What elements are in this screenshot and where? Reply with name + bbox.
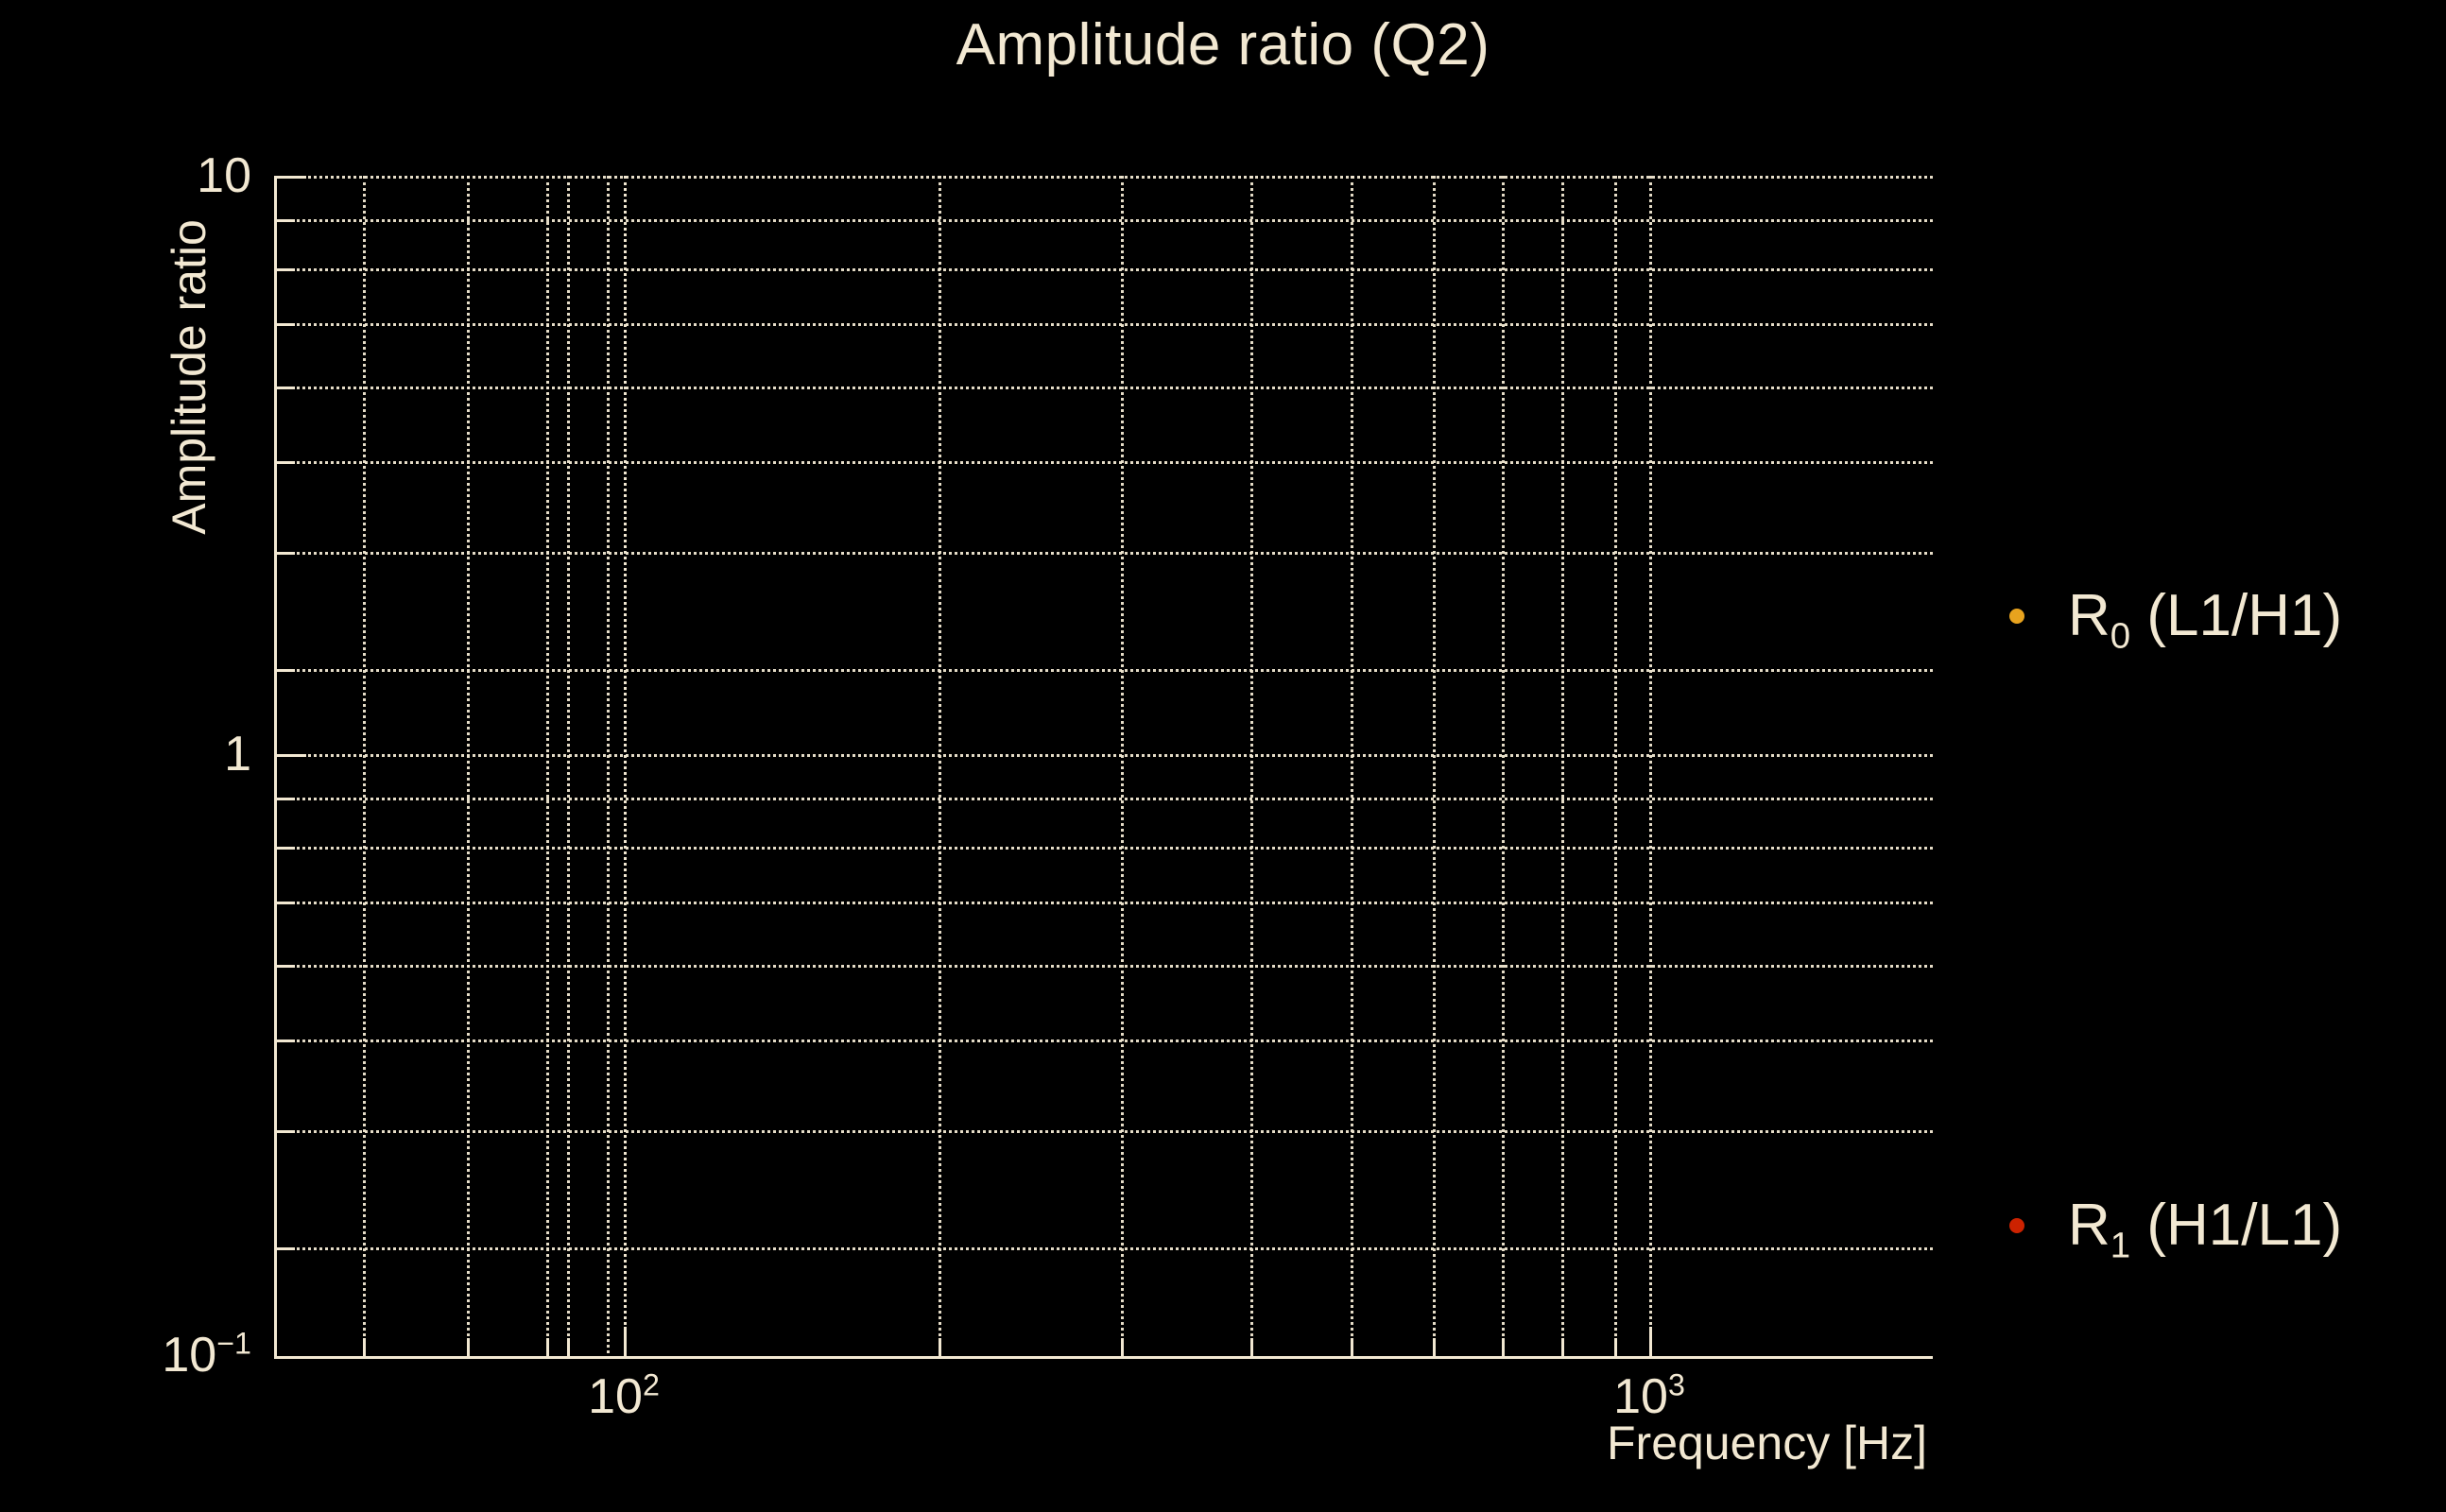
y-tick-label: 10 xyxy=(197,147,251,204)
x-tick-mantissa: 10 xyxy=(588,1369,643,1424)
x-axis-tick xyxy=(939,1338,941,1359)
x-axis-tick xyxy=(1502,1338,1505,1359)
grid-line-horizontal xyxy=(274,902,1933,904)
grid-line-horizontal xyxy=(274,1040,1933,1042)
grid-line-horizontal xyxy=(274,219,1933,222)
grid-line-horizontal xyxy=(274,323,1933,326)
x-axis-tick xyxy=(1649,1327,1652,1359)
y-axis-tick xyxy=(274,902,295,904)
y-axis-tick xyxy=(274,798,295,800)
grid-line-vertical xyxy=(1561,176,1564,1359)
x-tick-exponent: 3 xyxy=(1667,1367,1685,1402)
grid-line-horizontal xyxy=(274,965,1933,968)
chart-title: Amplitude ratio (Q2) xyxy=(956,12,1490,77)
grid-line-horizontal xyxy=(274,847,1933,850)
x-tick-label: 102 xyxy=(588,1368,660,1425)
y-tick-exponent: −1 xyxy=(216,1326,251,1361)
grid-line-horizontal xyxy=(274,669,1933,672)
grid-line-horizontal xyxy=(274,552,1933,555)
legend-label-main: R xyxy=(2068,1193,2110,1258)
plot-area[interactable] xyxy=(274,176,1933,1359)
y-tick-label: 10−1 xyxy=(162,1327,251,1383)
x-axis-title: Frequency [Hz] xyxy=(1607,1417,1928,1469)
grid-line-vertical xyxy=(939,176,941,1359)
y-tick-mantissa: 1 xyxy=(224,727,251,782)
y-tick-mantissa: 10 xyxy=(197,148,251,203)
grid-line-horizontal xyxy=(274,387,1933,389)
legend-label-sub: 1 xyxy=(2110,1225,2131,1266)
y-axis-tick xyxy=(274,1247,295,1250)
grid-line-horizontal xyxy=(274,1247,1933,1250)
grid-line-vertical xyxy=(607,176,610,1359)
y-axis-tick xyxy=(274,387,295,389)
x-axis-tick xyxy=(546,1338,549,1359)
x-axis-tick xyxy=(467,1338,470,1359)
legend-label: R0 (L1/H1) xyxy=(2068,582,2343,654)
legend-marker-icon xyxy=(2009,608,2024,624)
x-tick-exponent: 2 xyxy=(642,1367,660,1402)
grid-line-horizontal-major xyxy=(274,754,1933,757)
y-axis-tick xyxy=(274,847,295,850)
grid-line-vertical-major xyxy=(1649,176,1652,1359)
x-axis-tick xyxy=(363,1338,366,1359)
grid-line-horizontal xyxy=(274,268,1933,271)
x-axis-tick xyxy=(624,1327,627,1359)
y-axis-tick xyxy=(274,965,295,968)
x-tick-label: 103 xyxy=(1613,1368,1685,1425)
legend-entry[interactable]: R0 (L1/H1) xyxy=(1975,582,2343,654)
chart-legend: R0 (L1/H1) R1 (H1/L1) xyxy=(1975,176,2420,1359)
legend-label-rest: (L1/H1) xyxy=(2130,583,2343,648)
y-axis-tick xyxy=(274,268,295,271)
x-axis-line xyxy=(274,1356,1933,1359)
x-axis-tick xyxy=(1121,1338,1124,1359)
x-axis-tick xyxy=(1614,1338,1617,1359)
y-axis-tick xyxy=(274,219,295,222)
x-axis-tick xyxy=(1433,1338,1436,1359)
x-axis-tick xyxy=(567,1338,570,1359)
y-axis-tick xyxy=(274,1130,295,1133)
grid-line-vertical xyxy=(546,176,549,1359)
grid-line-horizontal xyxy=(274,461,1933,464)
y-axis-tick xyxy=(274,754,306,757)
grid-line-vertical xyxy=(1502,176,1505,1359)
grid-line-vertical xyxy=(1250,176,1253,1359)
grid-line-vertical xyxy=(567,176,570,1359)
grid-line-vertical xyxy=(363,176,366,1359)
x-axis-tick xyxy=(1351,1338,1353,1359)
legend-entry[interactable]: R1 (H1/L1) xyxy=(1975,1192,2343,1263)
y-axis-tick-labels: 10 1 10−1 xyxy=(76,148,251,1383)
x-tick-mantissa: 10 xyxy=(1613,1369,1668,1424)
legend-label: R1 (H1/L1) xyxy=(2068,1192,2343,1263)
y-tick-label: 1 xyxy=(224,726,251,782)
grid-line-vertical xyxy=(1351,176,1353,1359)
grid-line-vertical xyxy=(1433,176,1436,1359)
legend-marker-icon xyxy=(2009,1217,2024,1233)
y-axis-tick xyxy=(274,323,295,326)
y-axis-tick xyxy=(274,461,295,464)
grid-line-vertical xyxy=(467,176,470,1359)
x-axis-tick xyxy=(1561,1338,1564,1359)
y-axis-tick xyxy=(274,1040,295,1042)
legend-label-sub: 0 xyxy=(2110,615,2131,657)
grid-line-vertical xyxy=(1121,176,1124,1359)
legend-label-main: R xyxy=(2068,583,2110,648)
y-axis-tick xyxy=(274,552,295,555)
grid-line-vertical xyxy=(1614,176,1617,1359)
x-axis-tick xyxy=(1250,1338,1253,1359)
legend-label-rest: (H1/L1) xyxy=(2130,1193,2343,1258)
grid-line-horizontal xyxy=(274,1130,1933,1133)
y-axis-line xyxy=(274,176,277,1359)
x-axis-tick-labels: 102 103 xyxy=(274,1368,1933,1453)
grid-line-vertical-major xyxy=(624,176,627,1359)
grid-line-horizontal-major xyxy=(274,176,1933,179)
y-tick-mantissa: 10 xyxy=(162,1328,217,1383)
y-axis-tick xyxy=(274,669,295,672)
y-axis-tick xyxy=(274,176,306,179)
grid-line-horizontal xyxy=(274,798,1933,800)
